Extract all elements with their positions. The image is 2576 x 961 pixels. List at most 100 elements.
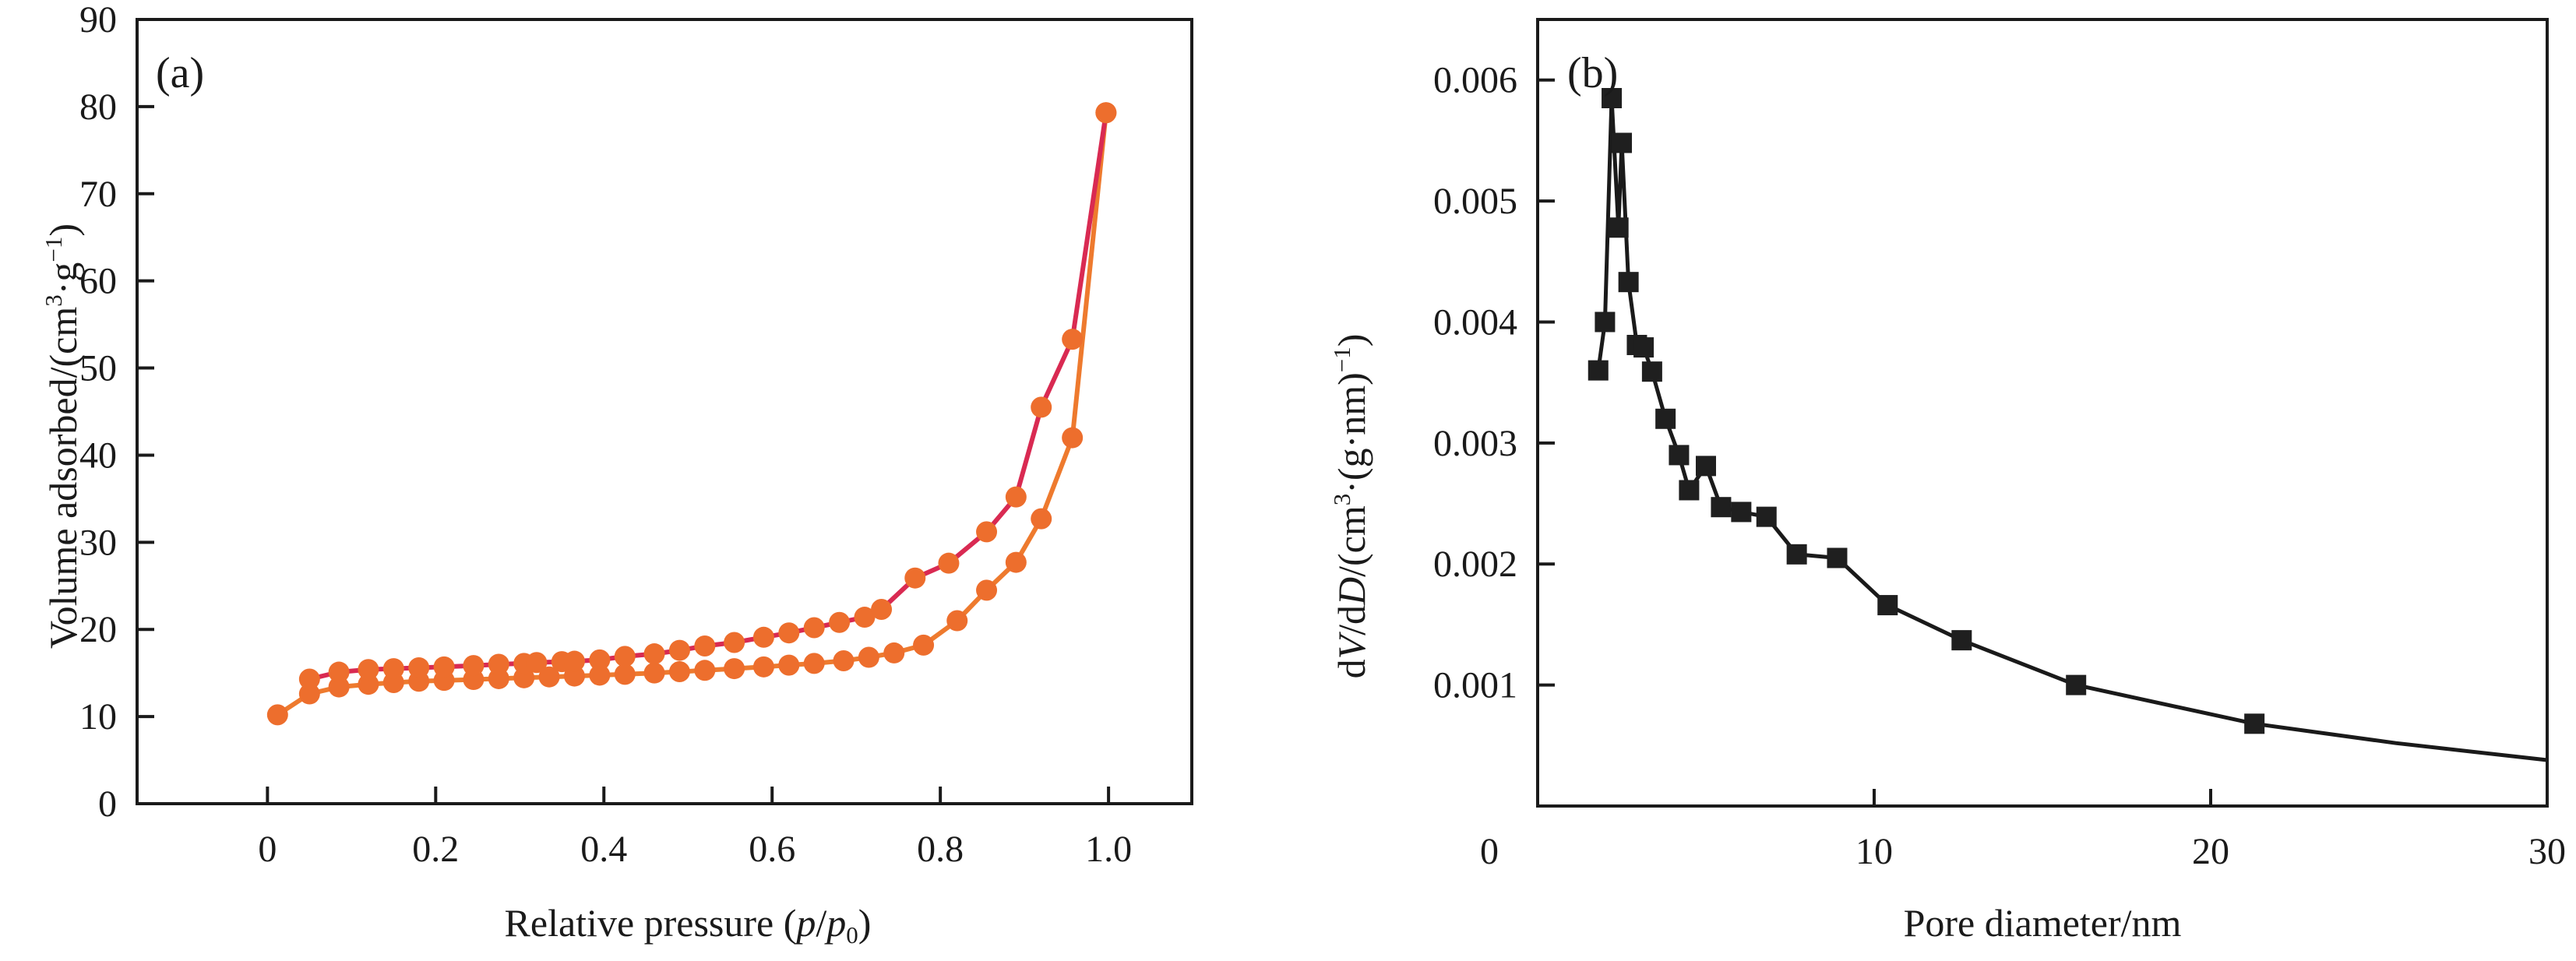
pore-size-distribution-point (1696, 456, 1716, 477)
desorption-branch-point (328, 661, 350, 683)
adsorption-branch-point (589, 664, 611, 686)
desorption-branch-point (488, 653, 509, 675)
panel-a: 0 0.2 0.4 0.6 0.8 1.0 0 10 20 30 40 50 60 70 80 90 (a) Re… (40, 0, 1193, 949)
pore-size-distribution-point (2244, 713, 2265, 734)
adsorption-branch-point (614, 664, 636, 685)
y-tick-label: 0.001 (1433, 665, 1517, 706)
x-tick-label: 0.2 (412, 829, 459, 870)
adsorption-branch-point (266, 704, 288, 726)
x-axis-title: Relative pressure (p/p0) (505, 901, 872, 949)
x-tick-label: 20 (2192, 831, 2229, 872)
adsorption-branch-point (328, 676, 350, 698)
panel-label: (a) (156, 49, 204, 97)
y-tick-label: 80 (79, 86, 117, 128)
desorption-branch-point (643, 643, 665, 665)
desorption-branch-point (433, 656, 455, 678)
adsorption-branch-point (694, 660, 716, 681)
panel-label: (b) (1567, 49, 1618, 97)
y-tick-label: 10 (79, 696, 117, 737)
pore-size-distribution-point (1608, 217, 1629, 238)
desorption-branch-point (752, 626, 774, 648)
adsorption-branch-point (358, 674, 379, 695)
plot-frame (136, 18, 1193, 805)
y-tick-label: 50 (79, 348, 117, 389)
adsorption-branch-point (1005, 551, 1027, 573)
desorption-branch-point (938, 552, 960, 574)
desorption-branch-point (463, 655, 485, 677)
pore-size-distribution-point (1786, 544, 1807, 565)
desorption-branch-point (1095, 102, 1117, 124)
desorption-branch-point (298, 668, 320, 690)
desorption-branch-point (694, 635, 716, 657)
desorption-branch-point (526, 652, 548, 674)
pore-size-distribution-point (1618, 272, 1639, 293)
desorption-branch-point (408, 657, 430, 678)
adsorption-branch-point (513, 667, 535, 688)
x-tick-label: 30 (2528, 831, 2566, 872)
desorption-branch-point (382, 658, 404, 680)
desorption-branch-point (904, 567, 926, 589)
x-tick-label: 0 (258, 829, 277, 870)
y-tick-label: 40 (79, 435, 117, 476)
x-axis-title: Pore diameter/nm (1904, 901, 2182, 945)
adsorption-branch-point (1062, 427, 1084, 449)
adsorption-branch-point (803, 653, 825, 674)
pore-size-distribution-point (1595, 312, 1616, 333)
x-tick-label: 0.6 (749, 829, 795, 870)
y-tick-label: 0.006 (1433, 60, 1517, 101)
adsorption-branch-point (752, 656, 774, 678)
desorption-branch-point (871, 598, 893, 620)
adsorption-branch-point (883, 642, 905, 664)
pore-size-distribution-point (1612, 132, 1632, 153)
y-axis-title: Volume adsorbed/(cm3·g−1) (40, 224, 85, 649)
y-tick-label: 0.003 (1433, 423, 1517, 464)
y-tick-label: 90 (79, 0, 117, 40)
y-tick-label: 0 (98, 783, 117, 825)
pore-size-distribution-point (1641, 361, 1662, 382)
desorption-branch-point (803, 617, 825, 639)
adsorption-branch-point (488, 667, 509, 689)
adsorption-branch-point (563, 665, 585, 687)
desorption-branch-point (1031, 396, 1052, 418)
adsorption-branch-point (976, 579, 998, 601)
adsorption-branch-point (1031, 508, 1052, 530)
x-tick-label: 10 (1855, 831, 1893, 872)
desorption-branch-point (724, 632, 745, 653)
pore-size-distribution-point (1711, 497, 1732, 518)
pore-size-distribution-point (1655, 408, 1676, 429)
x-tick-label: 1.0 (1085, 829, 1132, 870)
desorption-branch-point (668, 639, 690, 661)
desorption-branch-point (976, 521, 998, 543)
adsorption-branch-point (778, 654, 800, 676)
y-axis-title: dV/dD/(cm3·(g·nm)−1) (1328, 334, 1373, 679)
pore-size-distribution-line (1596, 96, 2548, 762)
y-tick-label: 60 (79, 261, 117, 302)
desorption-branch-point (1005, 486, 1027, 508)
x-tick-label: 0 (1480, 831, 1499, 872)
pore-size-distribution-point (1669, 445, 1690, 466)
pore-size-distribution-point (1951, 630, 1972, 651)
desorption-branch-point (589, 649, 611, 671)
y-tick-label: 0.002 (1433, 544, 1517, 585)
plot-frame (1536, 18, 2549, 808)
adsorption-branch-line (276, 112, 1108, 717)
desorption-branch-point (829, 611, 851, 633)
y-tick-label: 0.004 (1433, 301, 1517, 343)
desorption-branch-point (563, 650, 585, 672)
adsorption-branch-point (858, 646, 879, 668)
y-tick-label: 0.005 (1433, 181, 1517, 222)
pore-size-distribution-point (1602, 88, 1623, 108)
adsorption-branch-point (668, 660, 690, 682)
adsorption-branch-point (724, 658, 745, 680)
desorption-branch-point (778, 622, 800, 644)
adsorption-branch-point (913, 634, 935, 656)
desorption-branch-point (1062, 329, 1084, 350)
adsorption-branch-point (946, 610, 968, 632)
desorption-branch-point (854, 607, 876, 628)
adsorption-branch-point (298, 683, 320, 705)
pore-size-distribution-point (1756, 506, 1777, 527)
adsorption-branch-point (538, 666, 560, 688)
x-tick-label: 0.8 (917, 829, 964, 870)
